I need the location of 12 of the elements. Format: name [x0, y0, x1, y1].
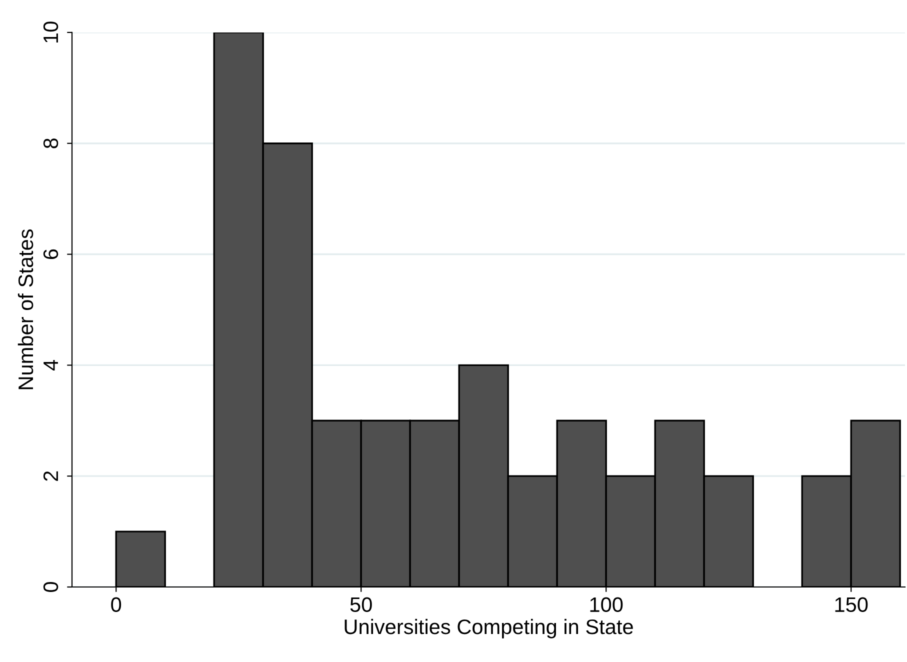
x-tick-label: 150: [835, 597, 868, 612]
y-axis-title: Number of States: [18, 229, 34, 390]
x-tick-label: 100: [590, 597, 623, 612]
y-tick-label: 8: [43, 138, 58, 148]
x-tick-label: 50: [350, 597, 372, 612]
y-tick-label: 4: [44, 360, 58, 370]
y-tick-label: 6: [43, 249, 58, 259]
y-tick-label: 0: [43, 582, 58, 592]
x-tick-label: 0: [111, 597, 122, 612]
y-tick-label: 2: [43, 471, 58, 481]
x-axis-title: Universities Competing in State: [344, 618, 633, 638]
y-tick-label: 10: [43, 22, 58, 42]
